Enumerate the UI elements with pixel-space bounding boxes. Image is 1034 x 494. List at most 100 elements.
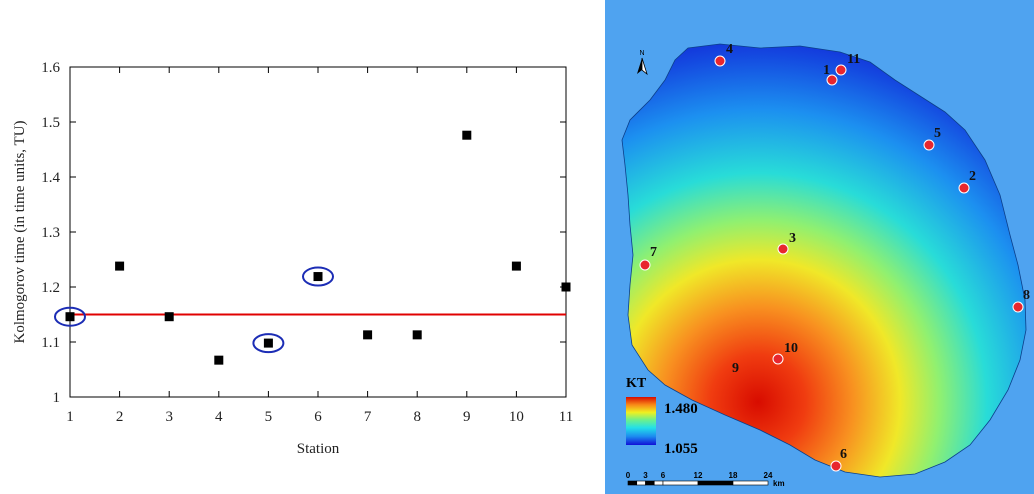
station-11: 11 xyxy=(835,52,860,76)
data-point xyxy=(65,312,75,322)
highlight-circles xyxy=(54,266,334,354)
highlight-circle xyxy=(54,306,86,327)
scale-segment xyxy=(732,480,769,486)
station-6: 6 xyxy=(830,447,847,472)
station-marker xyxy=(777,243,789,255)
station-label: 5 xyxy=(934,126,941,141)
x-axis-label: Station xyxy=(297,441,340,457)
data-point xyxy=(412,330,422,340)
y-tick-label: 1.4 xyxy=(41,170,60,186)
x-tick-label: 7 xyxy=(364,409,372,425)
station-10: 10 xyxy=(772,341,798,365)
legend-colorbar xyxy=(626,397,656,445)
scale-segment xyxy=(662,480,699,486)
y-axis-ticks xyxy=(70,66,566,398)
scale-segment xyxy=(697,480,734,486)
scale-tick-label: 24 xyxy=(764,471,773,480)
station-marker xyxy=(923,139,935,151)
station-marker xyxy=(639,259,651,271)
scale-segment xyxy=(645,480,655,486)
x-axis-ticks xyxy=(69,67,567,397)
scale-bar: 0 3 6 12 18 24 km xyxy=(626,471,785,488)
x-tick-label: 3 xyxy=(165,409,173,425)
x-tick-label: 10 xyxy=(509,409,524,425)
y-tick-label: 1.6 xyxy=(41,60,60,76)
station-markers: 1 2 3 4 5 6 7 8 9 10 11 xyxy=(639,42,1030,472)
highlight-circle xyxy=(252,333,285,354)
highlight-circle xyxy=(302,266,334,287)
data-point xyxy=(263,338,273,348)
data-point xyxy=(164,312,174,322)
station-7: 7 xyxy=(639,245,657,271)
kt-legend: KT 1.480 1.055 xyxy=(626,376,698,457)
x-tick-label: 9 xyxy=(463,409,471,425)
north-label: N xyxy=(639,50,644,57)
scale-bar-unit: km xyxy=(773,479,785,488)
station-label: 2 xyxy=(969,169,976,184)
x-axis-tick-labels: 1 2 3 4 5 6 7 8 9 10 11 xyxy=(66,409,573,425)
data-point xyxy=(115,261,125,271)
station-marker xyxy=(830,460,842,472)
data-point xyxy=(511,261,521,271)
scale-tick-label: 3 xyxy=(643,471,648,480)
station-label: 7 xyxy=(650,245,657,260)
scale-bar-segments xyxy=(627,480,769,486)
x-tick-label: 1 xyxy=(66,409,74,425)
scale-segment xyxy=(627,480,638,486)
legend-min-label: 1.055 xyxy=(664,441,698,457)
station-2: 2 xyxy=(958,169,976,194)
station-marker xyxy=(835,64,847,76)
y-tick-label: 1.2 xyxy=(41,280,60,296)
station-label: 8 xyxy=(1023,288,1030,303)
y-tick-label: 1.1 xyxy=(41,335,60,351)
station-3: 3 xyxy=(777,231,796,255)
island-outline xyxy=(621,43,1027,478)
data-point xyxy=(363,330,373,340)
station-4: 4 xyxy=(714,42,733,67)
station-label: 4 xyxy=(726,42,733,57)
station-marker xyxy=(958,182,970,194)
station-1: 1 xyxy=(823,63,838,86)
data-point xyxy=(214,355,224,365)
station-label: 11 xyxy=(847,52,860,67)
data-point xyxy=(462,130,472,140)
station-label: 1 xyxy=(823,63,830,78)
x-tick-label: 8 xyxy=(413,409,421,425)
data-point xyxy=(561,282,571,292)
x-tick-label: 5 xyxy=(265,409,273,425)
station-label: 3 xyxy=(789,231,796,246)
x-tick-label: 11 xyxy=(559,409,573,425)
scale-tick-label: 0 xyxy=(626,471,631,480)
y-axis-tick-labels: 1 1.1 1.2 1.3 1.4 1.5 1.6 xyxy=(41,60,60,406)
y-tick-label: 1 xyxy=(53,390,61,406)
y-tick-label: 1.3 xyxy=(41,225,60,241)
x-tick-label: 6 xyxy=(314,409,322,425)
station-marker xyxy=(714,55,726,67)
legend-max-label: 1.480 xyxy=(664,401,698,417)
station-9: 9 xyxy=(732,361,739,376)
data-points xyxy=(65,130,571,365)
plot-frame xyxy=(69,66,567,398)
station-label: 10 xyxy=(784,341,798,356)
y-tick-label: 1.5 xyxy=(41,115,60,131)
data-point xyxy=(313,272,323,282)
scale-tick-label: 18 xyxy=(729,471,738,480)
station-8: 8 xyxy=(1012,288,1030,313)
station-label: 6 xyxy=(840,447,847,462)
x-tick-label: 4 xyxy=(215,409,223,425)
legend-title: KT xyxy=(626,376,647,391)
scale-tick-label: 6 xyxy=(661,471,666,480)
scale-segment xyxy=(653,480,664,486)
station-5: 5 xyxy=(923,126,941,151)
station-marker xyxy=(772,353,784,365)
scatter-chart: 1 2 3 4 5 6 7 8 9 10 11 1 1.1 1.2 1.3 1.4 1.5 1.6 Statio… xyxy=(12,60,573,457)
station-marker xyxy=(1012,301,1024,313)
north-arrow-icon: N xyxy=(637,50,648,76)
scale-tick-label: 12 xyxy=(694,471,703,480)
x-tick-label: 2 xyxy=(116,409,124,425)
scale-segment xyxy=(636,480,646,486)
scale-bar-tick-labels: 0 3 6 12 18 24 xyxy=(626,471,773,480)
station-marker xyxy=(826,74,838,86)
